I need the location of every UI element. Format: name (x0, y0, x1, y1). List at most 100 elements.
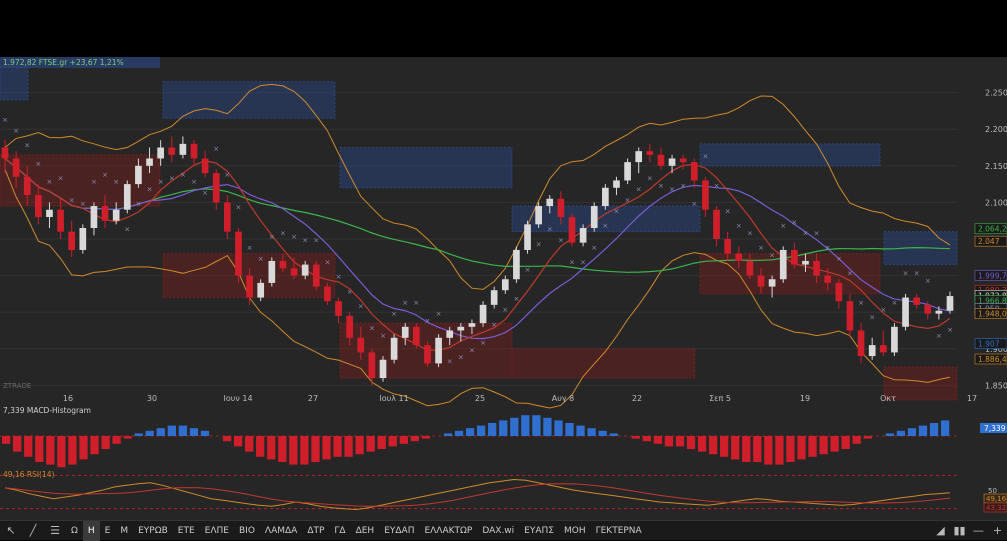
date-tick-label: Οκτ (880, 394, 896, 403)
candle (401, 323, 409, 346)
chart-type-icon[interactable]: ◢ (936, 524, 945, 537)
psar-dot: × (124, 226, 130, 234)
zone-box (883, 366, 958, 401)
toolbar-item[interactable]: Η (82, 520, 100, 541)
rsi-signal-line (4, 483, 951, 507)
toolbar-item[interactable]: ΕΥΑΠΣ (524, 525, 554, 536)
candle-body (157, 147, 164, 159)
candle-body (835, 282, 843, 302)
macd-bar (753, 436, 762, 462)
toolbar-item[interactable]: ΕΤΕ (177, 525, 195, 536)
candle (479, 301, 487, 327)
rsi-badge-bot (983, 502, 1007, 513)
candle-body (224, 202, 231, 232)
psar-dot: × (24, 142, 30, 150)
macd-bar (245, 436, 254, 452)
date-tick-label: Αυγ 8 (552, 394, 574, 403)
bollinger-upper (4, 83, 951, 290)
macd-bar (388, 436, 397, 447)
rsi-badge-top-text: 49,16 (986, 495, 1007, 503)
toolbar-item[interactable]: ΒΙΟ (238, 525, 255, 536)
macd-bar (521, 415, 530, 436)
macd-bar (289, 436, 298, 465)
price-chart-svg[interactable]: × × × × × × × × × × × × × × × × × × × × × × × × × × × × × × × × × × × × × × × ×… (0, 57, 1007, 520)
candle (368, 348, 376, 386)
candle-body (179, 143, 187, 155)
toolbar-item[interactable]: ΔΤΡ (307, 525, 325, 536)
date-tick-label: 27 (308, 394, 318, 403)
candle (557, 191, 565, 225)
psar-dot: × (491, 321, 497, 329)
macd-bar (300, 436, 309, 465)
macd-bar (24, 436, 33, 457)
psar-dot: × (213, 145, 219, 153)
candle (279, 253, 287, 272)
macd-bar (664, 436, 674, 447)
bollinger-bands (4, 83, 951, 409)
toolbar-item[interactable]: Μ (120, 525, 129, 536)
candle-body (746, 260, 754, 276)
line-tool-icon[interactable]: ╱ (29, 524, 37, 537)
toolbar-item[interactable]: ΕΛΠΕ (204, 525, 229, 536)
zoom-out-icon[interactable]: — (973, 524, 984, 537)
psar-dot: × (658, 182, 664, 190)
indicators-icon[interactable]: ▮▮ (953, 524, 966, 537)
candle-body (646, 151, 654, 155)
macd-bar (278, 436, 287, 462)
candle (68, 220, 76, 258)
toolbar-item[interactable]: DAX.wi (482, 525, 515, 536)
price-badge (974, 235, 1007, 247)
rsi-tick-50: 50 (988, 487, 997, 495)
price-badge (974, 338, 1007, 349)
candle (646, 143, 654, 163)
psar-dot: × (769, 251, 775, 259)
fib-tool-icon[interactable]: ☰ (50, 524, 60, 537)
macd-bar (13, 436, 22, 452)
candle (501, 275, 509, 294)
zoom-in-icon[interactable]: + (992, 524, 1003, 537)
psar-dot: × (502, 306, 508, 314)
macd-bar (2, 436, 11, 444)
date-tick-label: 30 (147, 394, 157, 403)
macd-bar (940, 420, 950, 436)
macd-bar (598, 430, 607, 436)
toolbar-item[interactable]: ΜΟΗ (563, 525, 586, 536)
header-instrument-label: 1.972,82 FTSE.gr +23,67 1,21% (3, 58, 124, 67)
candle-body (624, 162, 631, 181)
candle (757, 268, 765, 294)
macd-bar (841, 436, 850, 449)
candle (90, 202, 98, 236)
psar-dot: × (714, 182, 720, 190)
toolbar-item[interactable]: ΓΕΚΤΕΡΝΑ (595, 525, 642, 536)
chart-area[interactable]: × × × × × × × × × × × × × × × × × × × × × × × × × × × × × × × × × × × × × × × ×… (0, 57, 1007, 520)
psar-dot: × (2, 116, 8, 124)
toolbar-item[interactable]: ΔΕΗ (355, 525, 375, 536)
candle-body (791, 249, 798, 265)
candle-body (401, 326, 409, 338)
parabolic-sar: × × × × × × × × × × × × × × × × × × × × × × × × × × × × × × × × × × × × × × × ×… (2, 116, 953, 366)
candle-body (613, 180, 620, 188)
toolbar-item[interactable]: ΕΥΡΩΒ (138, 525, 168, 536)
candle-body (123, 184, 131, 210)
price-badge (974, 308, 1007, 319)
candle-body (379, 359, 387, 379)
toolbar-item[interactable]: ΛΑΜΔΑ (264, 525, 298, 536)
toolbar-item[interactable]: Ω (71, 525, 78, 536)
macd-bar (576, 425, 585, 436)
toolbar-item[interactable]: Ε (104, 525, 111, 536)
candle (679, 154, 687, 170)
toolbar-item[interactable]: ΕΥΔΑΠ (384, 525, 415, 536)
candle-body (424, 345, 431, 364)
candle-body (368, 352, 376, 379)
candle (357, 326, 365, 360)
zone-box (162, 81, 336, 119)
candle (902, 293, 909, 331)
zone-box (0, 66, 29, 101)
macd-bar (797, 436, 806, 460)
toolbar-item[interactable]: ΓΔ (334, 525, 346, 536)
candle (768, 275, 776, 298)
cursor-tool-icon[interactable]: ↖ (6, 524, 16, 537)
date-tick-label: 19 (800, 394, 810, 403)
toolbar-item[interactable]: ΕΛΛΑΚΤΩΡ (424, 525, 473, 536)
